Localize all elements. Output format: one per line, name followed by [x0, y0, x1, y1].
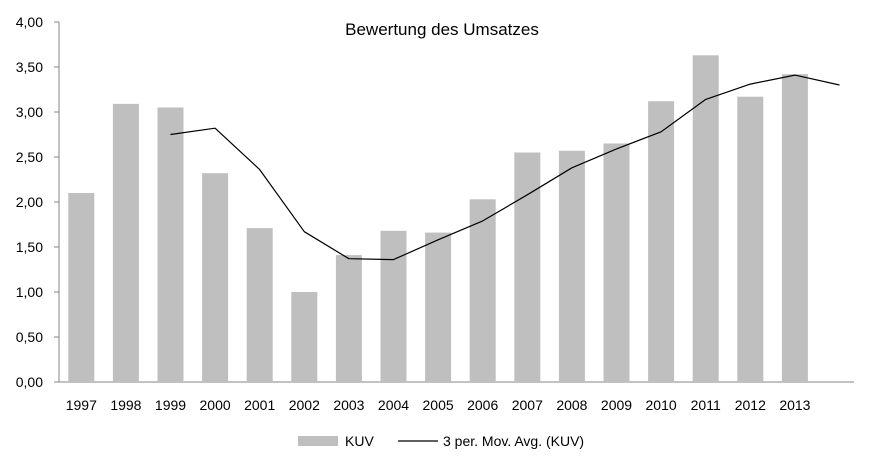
bar-2013 [781, 74, 808, 382]
bar-1998 [112, 103, 139, 383]
bar-2006 [469, 199, 496, 382]
moving-average-series [170, 74, 840, 261]
y-axis-tick-labels: 0,00 0,50 1,00 1,50 2,00 2,50 3,00 3,50 4,00 [16, 14, 43, 390]
y-tick-label: 4,00 [16, 14, 43, 30]
bar-2003 [335, 255, 362, 382]
x-tick-label: 1998 [110, 397, 141, 413]
x-tick-label: 2006 [467, 397, 498, 413]
legend-label-kuv: KUV [345, 433, 374, 449]
bar-2004 [380, 230, 407, 382]
y-tick-label: 2,00 [16, 194, 43, 210]
y-tick-label: 1,50 [16, 239, 43, 255]
x-tick-label: 2010 [646, 397, 677, 413]
axes [54, 21, 854, 383]
chart-title: Bewertung des Umsatzes [345, 20, 539, 39]
bar-2002 [291, 292, 318, 382]
x-tick-label: 2008 [556, 397, 587, 413]
x-tick-label: 2007 [512, 397, 543, 413]
x-tick-label: 2005 [423, 397, 454, 413]
x-tick-label: 2000 [200, 397, 231, 413]
y-tick-label: 0,50 [16, 329, 43, 345]
y-tick-label: 1,00 [16, 284, 43, 300]
y-tick-label: 2,50 [16, 149, 43, 165]
x-tick-label: 2004 [378, 397, 409, 413]
x-tick-label: 2003 [333, 397, 364, 413]
x-tick-label: 2002 [289, 397, 320, 413]
bar-1997 [68, 193, 95, 382]
bar-2011 [692, 55, 719, 383]
x-tick-label: 2013 [779, 397, 810, 413]
x-tick-label: 1997 [66, 397, 97, 413]
legend-label-moving-average: 3 per. Mov. Avg. (KUV) [443, 433, 584, 449]
y-tick-label: 3,50 [16, 59, 43, 75]
x-tick-label: 2012 [735, 397, 766, 413]
bar-2000 [202, 173, 229, 382]
bar-2010 [648, 101, 675, 382]
bar-1999 [157, 107, 184, 382]
x-tick-label: 2009 [601, 397, 632, 413]
bar-2009 [603, 143, 630, 382]
y-tick-label: 3,00 [16, 104, 43, 120]
y-tick-label: 0,00 [16, 374, 43, 390]
moving-average-line [170, 74, 840, 261]
legend-swatch-kuv [298, 436, 338, 446]
legend: KUV 3 per. Mov. Avg. (KUV) [298, 433, 584, 449]
bar-2005 [425, 232, 452, 382]
bar-2007 [514, 152, 541, 382]
x-tick-label: 2011 [691, 397, 721, 413]
bar-2012 [737, 96, 764, 382]
x-axis-tick-labels: 1997 1998 1999 2000 2001 2002 2003 2004 2005 2006… [66, 397, 811, 413]
x-tick-label: 2001 [244, 397, 275, 413]
x-tick-label: 1999 [155, 397, 186, 413]
bar-series [68, 55, 808, 383]
bar-2008 [558, 150, 585, 382]
bar-2001 [246, 228, 273, 382]
